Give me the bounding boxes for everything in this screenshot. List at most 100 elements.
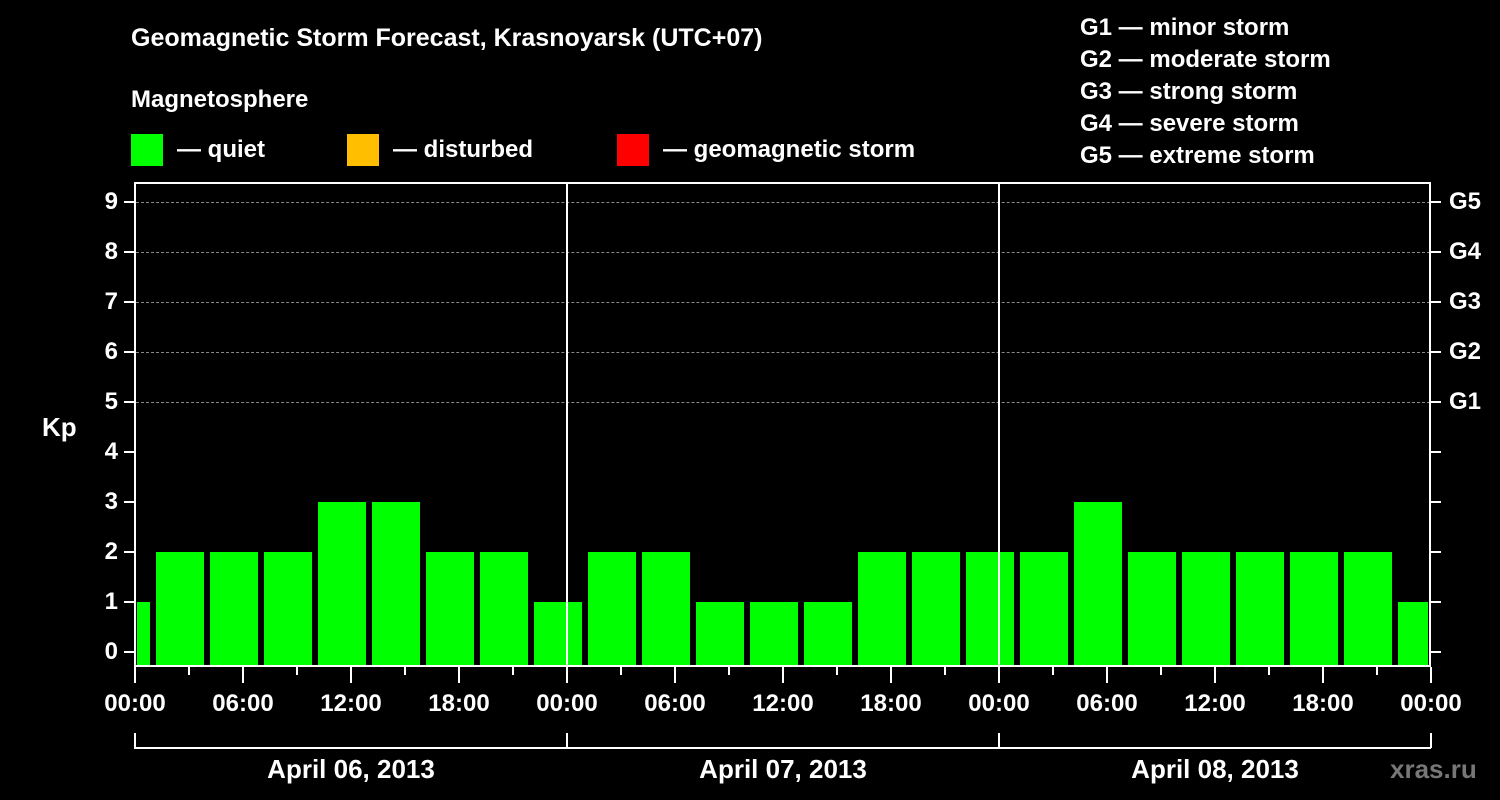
x-tick-label: 18:00 — [428, 690, 490, 717]
g-scale-label: G3 — [1449, 288, 1482, 315]
x-tick-label: 00:00 — [1400, 690, 1462, 717]
chart-title: Geomagnetic Storm Forecast, Krasnoyarsk … — [131, 24, 763, 52]
x-tick — [728, 667, 730, 675]
kp-bar — [1182, 552, 1230, 666]
gridline — [136, 302, 1430, 303]
day-bracket-tick — [1430, 733, 1432, 748]
kp-bar — [588, 552, 636, 666]
kp-bar — [750, 602, 798, 666]
storm-scale-g1: G1 — minor storm — [1080, 14, 1290, 41]
kp-bar — [156, 552, 204, 666]
y-tick — [124, 251, 134, 253]
g-scale-label: G1 — [1449, 388, 1482, 415]
kp-bar — [1398, 602, 1428, 666]
kp-bar — [966, 552, 1014, 666]
kp-bar — [804, 602, 852, 666]
x-tick — [1106, 667, 1108, 683]
legend-disturbed: — disturbed — [347, 134, 533, 166]
y-tick-right — [1431, 251, 1441, 253]
kp-bar — [137, 602, 150, 666]
kp-bar — [696, 602, 744, 666]
kp-bar — [1344, 552, 1392, 666]
y-tick — [124, 351, 134, 353]
kp-bar — [1236, 552, 1284, 666]
x-tick-label: 12:00 — [1184, 690, 1246, 717]
storm-scale-g3: G3 — strong storm — [1080, 78, 1298, 105]
y-tick-right — [1431, 501, 1441, 503]
x-tick — [350, 667, 352, 683]
kp-bar — [1290, 552, 1338, 666]
x-tick — [1376, 667, 1378, 675]
storm-scale-g2: G2 — moderate storm — [1080, 46, 1331, 73]
y-tick-right — [1431, 651, 1441, 653]
x-tick — [134, 667, 136, 683]
day-separator — [998, 182, 1000, 667]
y-tick-right — [1431, 551, 1441, 553]
y-tick-right — [1431, 451, 1441, 453]
kp-bar — [372, 502, 420, 666]
y-tick — [124, 501, 134, 503]
x-tick — [836, 667, 838, 675]
disturbed-swatch-icon — [347, 134, 379, 166]
x-tick — [242, 667, 244, 683]
x-tick — [1268, 667, 1270, 675]
quiet-swatch-icon — [131, 134, 163, 166]
y-tick-label: 8 — [104, 238, 118, 265]
kp-bar — [1074, 502, 1122, 666]
kp-bar — [264, 552, 312, 666]
y-tick — [124, 301, 134, 303]
kp-bar — [642, 552, 690, 666]
day-label: April 06, 2013 — [267, 754, 435, 784]
kp-bar — [1020, 552, 1068, 666]
kp-bar — [534, 602, 582, 666]
x-tick — [188, 667, 190, 675]
day-bracket-tick — [566, 733, 568, 748]
y-tick-right — [1431, 401, 1441, 403]
day-label: April 07, 2013 — [699, 754, 867, 784]
y-tick-label: 6 — [104, 338, 118, 365]
x-tick-label: 00:00 — [536, 690, 598, 717]
y-tick-label: 1 — [104, 588, 118, 615]
legend-disturbed-label: — disturbed — [393, 136, 534, 163]
legend-storm-label: — geomagnetic storm — [663, 136, 916, 163]
y-tick-right — [1431, 601, 1441, 603]
y-tick-right — [1431, 201, 1441, 203]
kp-bar — [858, 552, 906, 666]
storm-swatch-icon — [617, 134, 649, 166]
kp-bar — [318, 502, 366, 666]
x-tick — [512, 667, 514, 675]
x-tick — [890, 667, 892, 683]
x-tick — [1430, 667, 1432, 683]
kp-bar — [912, 552, 960, 666]
x-tick — [782, 667, 784, 683]
y-tick — [124, 601, 134, 603]
plot-frame — [134, 182, 1431, 667]
y-tick — [124, 401, 134, 403]
y-tick — [124, 201, 134, 203]
x-tick-label: 18:00 — [1292, 690, 1354, 717]
day-bracket-line — [134, 747, 1431, 749]
y-tick-label: 5 — [104, 388, 118, 415]
legend-storm: — geomagnetic storm — [617, 134, 915, 166]
x-tick-label: 00:00 — [968, 690, 1030, 717]
g-scale-label: G5 — [1449, 188, 1482, 215]
kp-bar — [480, 552, 528, 666]
gridline — [136, 352, 1430, 353]
kp-bar — [1128, 552, 1176, 666]
x-tick — [1160, 667, 1162, 675]
g-scale-label: G2 — [1449, 338, 1482, 365]
storm-scale-g4: G4 — severe storm — [1080, 110, 1299, 137]
kp-bar — [210, 552, 258, 666]
day-bracket-tick — [998, 733, 1000, 748]
y-tick-label: 0 — [104, 638, 118, 665]
x-tick — [944, 667, 946, 675]
y-tick — [124, 551, 134, 553]
g-scale-label: G4 — [1449, 238, 1482, 265]
x-tick-label: 18:00 — [860, 690, 922, 717]
y-tick-right — [1431, 301, 1441, 303]
y-axis-label: Kp — [42, 412, 77, 442]
x-tick — [674, 667, 676, 683]
x-tick-label: 06:00 — [1076, 690, 1138, 717]
gridline — [136, 402, 1430, 403]
magnetosphere-label: Magnetosphere — [131, 86, 309, 113]
